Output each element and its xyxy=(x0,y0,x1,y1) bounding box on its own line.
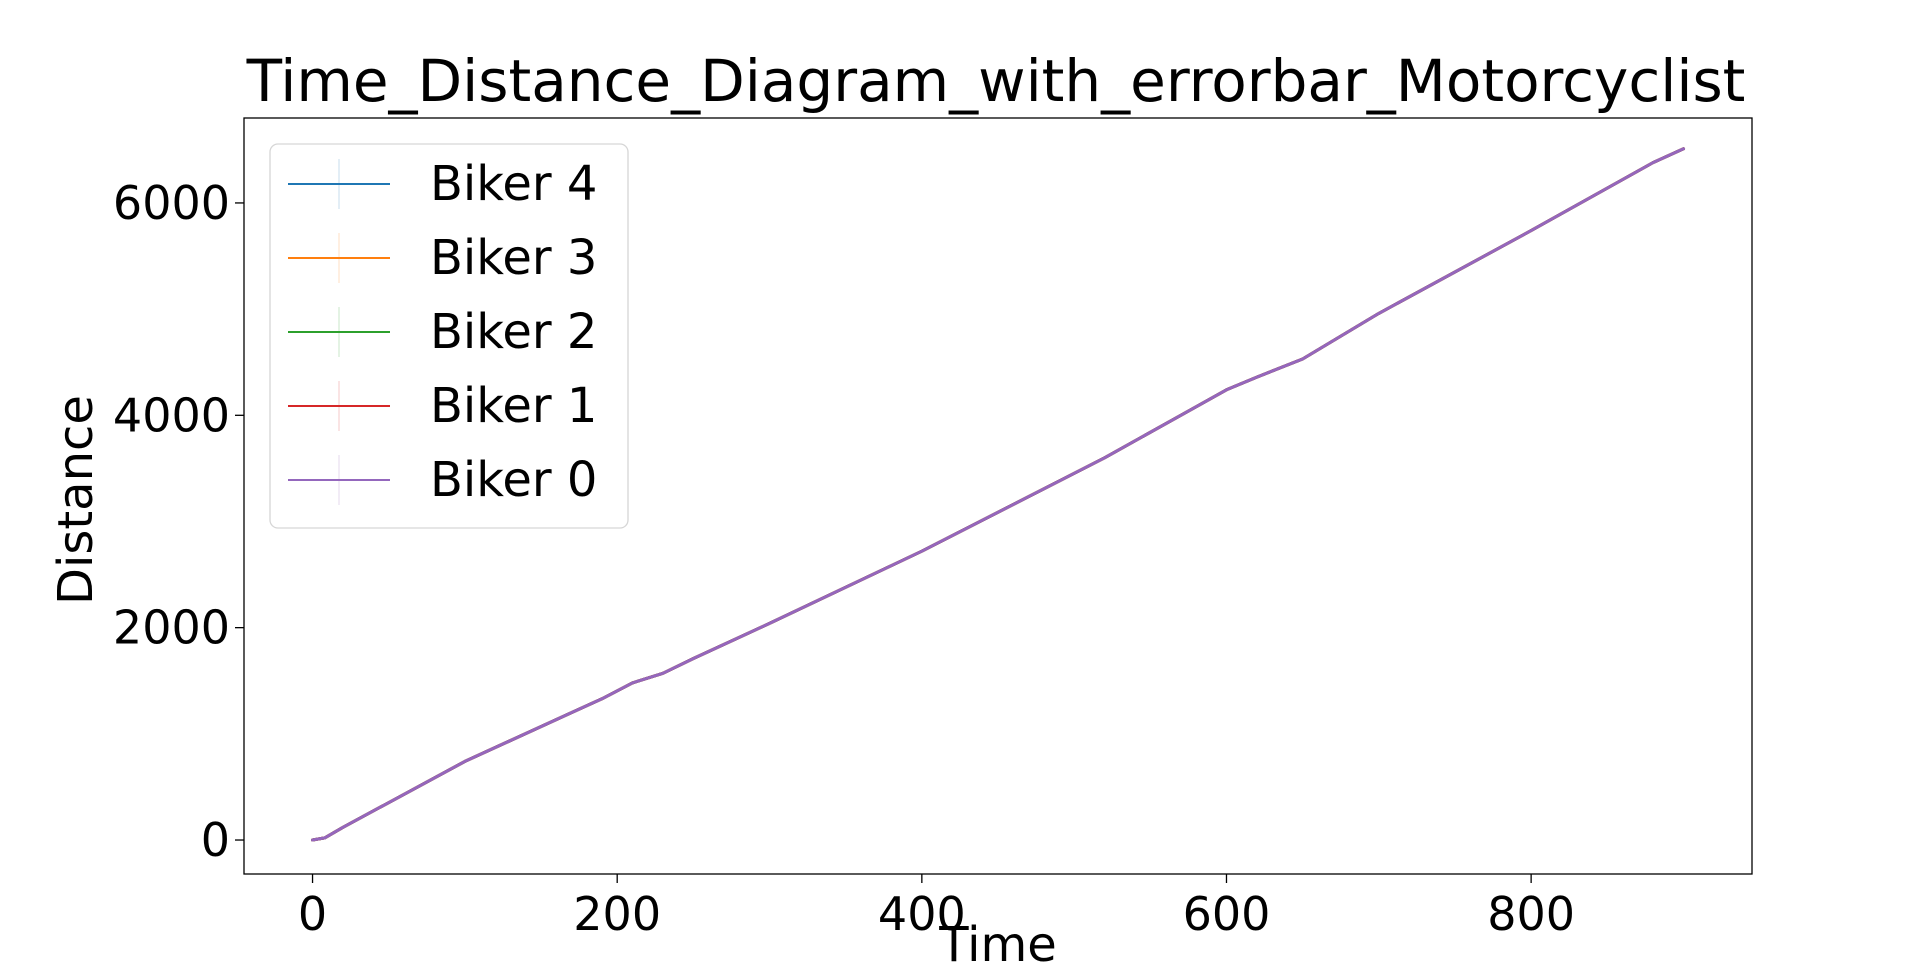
x-tick-label: 400 xyxy=(878,887,966,941)
x-tick-label: 0 xyxy=(298,887,327,941)
legend-item: Biker 2 xyxy=(288,304,597,360)
series-line-biker-0 xyxy=(311,147,1685,842)
x-tick-label: 200 xyxy=(573,887,661,941)
legend-label: Biker 0 xyxy=(430,452,597,508)
x-axis-label: Time xyxy=(938,917,1056,967)
y-axis: 0 2000 4000 6000 xyxy=(113,176,244,867)
legend-box xyxy=(269,143,629,529)
legend: Biker 4 Biker 3 Biker 2 Biker 1 Biker 0 xyxy=(269,143,629,529)
x-tick-label: 600 xyxy=(1183,887,1271,941)
x-axis: 0 200 400 600 800 xyxy=(298,874,1575,941)
y-tick-label: 2000 xyxy=(113,601,230,655)
legend-item: Biker 1 xyxy=(288,378,597,434)
y-tick-label: 4000 xyxy=(113,388,230,442)
chart-title: Time_Distance_Diagram_with_errorbar_Moto… xyxy=(246,47,1746,115)
legend-label: Biker 3 xyxy=(430,230,597,286)
legend-label: Biker 1 xyxy=(430,378,597,434)
legend-item: Biker 3 xyxy=(288,230,597,286)
y-tick-label: 6000 xyxy=(113,176,230,230)
legend-item: Biker 4 xyxy=(288,156,597,212)
series-lines xyxy=(311,147,1685,842)
y-tick-label: 0 xyxy=(201,813,230,867)
x-tick-label: 800 xyxy=(1487,887,1575,941)
legend-label: Biker 4 xyxy=(430,156,597,212)
legend-item: Biker 0 xyxy=(288,452,597,508)
y-axis-label: Distance xyxy=(48,395,104,605)
legend-label: Biker 2 xyxy=(430,304,597,360)
